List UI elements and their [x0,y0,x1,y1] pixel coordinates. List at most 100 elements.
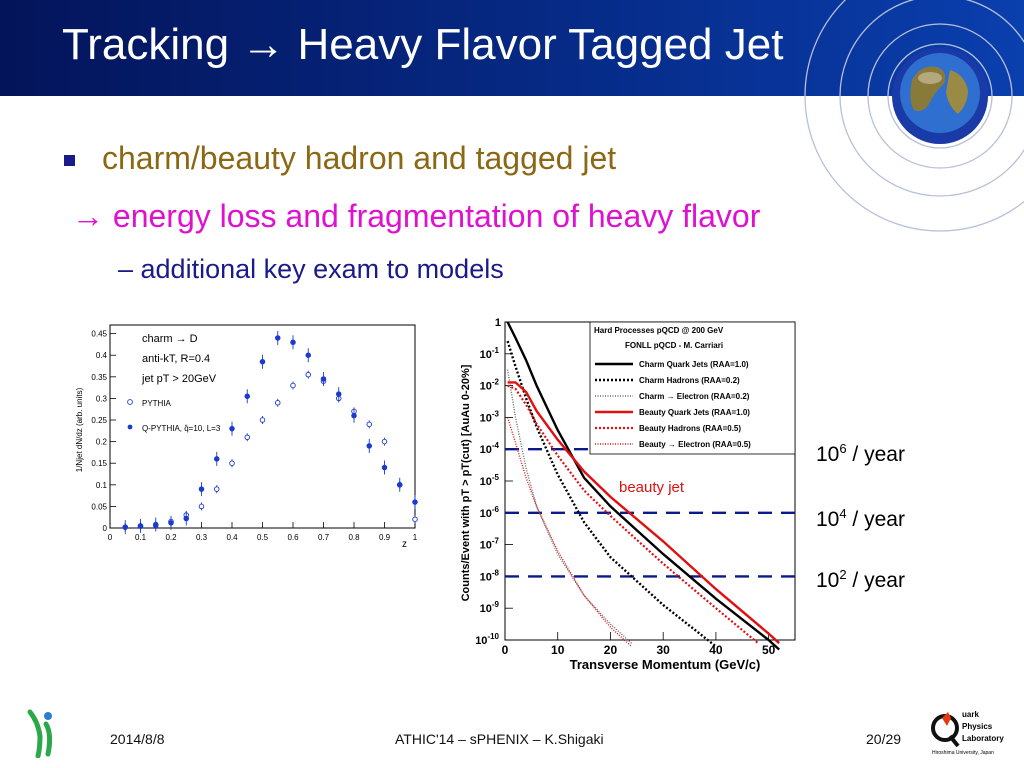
left-point-qpythia [137,523,144,529]
footer-date: 2014/8/8 [110,731,165,747]
left-ytick-label: 0.4 [96,351,108,360]
left-ytick-label: 0.05 [91,502,107,511]
right-xtick-label: 0 [502,643,509,657]
rate-label-1: 106 / year [816,441,905,466]
left-legend-3: jet pT > 20GeV [141,373,217,385]
left-point-qpythia [244,393,250,400]
left-point-qpythia [274,335,281,341]
right-ylabel: Counts/Event with pT > pT(cut) [AuAu 0-2… [460,364,472,601]
lab-line-1: uark [962,710,979,719]
left-ytick-label: 0.25 [91,416,107,425]
left-point-pythia [381,438,388,445]
right-plot: 1 10-1 10-2 10-3 10-4 10-5 10-6 10-7 10-8 10-9 10-… [460,318,796,672]
right-legend-entry: Beauty → Electron (RAA=0.5) [639,440,751,449]
bullet-1: charm/beauty hadron and tagged jet [102,140,617,176]
left-xtick-label: 0.1 [135,533,147,542]
right-series-line [506,369,632,644]
right-xtick-label: 30 [657,643,671,657]
title-bar: Tracking → Heavy Flavor Tagged Jet [0,0,1024,96]
right-xlabel: Transverse Momentum (GeV/c) [570,657,761,672]
slide-title: Tracking → Heavy Flavor Tagged Jet [62,20,784,69]
right-ytick-label: 10-6 [480,505,500,520]
left-ylabel: 1/Njet dN/dz (arb. units) [75,387,84,472]
left-point-pythia [259,417,266,423]
globe-decoration [804,0,1024,232]
right-legend-box [589,321,796,455]
right-ytick-label: 10-3 [480,409,500,424]
lab-line-2: Physics [962,722,993,731]
right-series-line [507,384,759,645]
left-point-pythia [229,460,235,466]
left-xtick-label: 1 [413,533,418,542]
right-legend-entry: Beauty Quark Jets (RAA=1.0) [639,408,750,417]
left-point-qpythia [351,412,357,419]
right-xtick-label: 20 [604,643,618,657]
left-point-qpythia [412,499,418,505]
left-point-qpythia [183,515,189,522]
right-series-line [507,381,781,645]
right-series-line [506,321,781,651]
left-point-pythia [213,486,220,492]
bullet-2: → energy loss and fragmentation of heavy… [72,198,761,234]
right-legend-entry: Charm Hadrons (RAA=0.2) [639,376,740,385]
left-point-pythia [198,503,205,510]
left-ytick-label: 0.15 [91,459,107,468]
left-xtick-label: 0.2 [165,533,177,542]
left-point-pythia [366,421,373,428]
left-xtick-label: 0.8 [348,533,360,542]
right-xtick-label: 40 [709,643,723,657]
right-series-line [506,340,717,648]
left-xtick-label: 0.3 [196,533,208,542]
lab-line-4: Hiroshima University, Japan [932,750,994,756]
right-legend-entry: Charm Quark Jets (RAA=1.0) [639,360,749,369]
left-point-qpythia [229,425,235,432]
left-ytick-label: 0 [103,524,108,533]
left-point-qpythia [152,521,159,528]
left-point-qpythia [397,482,403,488]
left-ytick-label: 0.1 [96,481,108,490]
left-point-qpythia [122,524,129,530]
rate-label-2: 104 / year [816,506,905,531]
footer-title: ATHIC'14 – sPHENIX – K.Shigaki [395,731,604,747]
left-point-qpythia [198,486,205,492]
rate-label-3: 102 / year [816,567,905,592]
bullet-square-icon [64,155,75,166]
university-logo-icon [27,709,53,758]
left-point-pythia [305,371,311,378]
left-point-qpythia [381,464,388,471]
left-ytick-label: 0.2 [96,438,108,447]
left-legend-qpythia: Q-PYTHIA, q̂=10, L=3 [142,424,221,433]
left-point-qpythia [259,358,266,365]
left-xtick-label: 0.9 [379,533,391,542]
left-xtick-label: 0.5 [257,533,269,542]
right-ytick-label: 10-2 [480,378,500,393]
left-point-qpythia [290,339,296,346]
left-xtick-label: 0.4 [226,533,238,542]
left-point-qpythia [168,520,174,526]
left-ytick-label: 0.3 [96,394,108,403]
right-ytick-label: 10-4 [480,441,500,456]
right-ytick-label: 10-10 [475,632,499,647]
right-legend-title: Hard Processes pQCD @ 200 GeV [594,326,724,335]
left-point-pythia [412,516,418,523]
right-xtick-label: 10 [551,643,565,657]
right-legend-subtitle: FONLL pQCD - M. Carriari [625,341,723,350]
left-legend-qpythia-marker [127,424,133,430]
right-ytick-label: 10-7 [480,537,500,552]
left-point-qpythia [213,456,220,462]
right-ytick-label: 1 [495,318,501,329]
right-series-line [506,417,632,647]
left-legend-pythia: PYTHIA [142,399,172,408]
right-legend-entry: Charm → Electron (RAA=0.2) [639,392,750,401]
right-ytick-label: 10-1 [480,346,500,361]
left-plot: 0 0.05 0.1 0.15 0.2 0.25 0.3 0.35 0.4 0.45 0 0.1 0.… [75,324,418,550]
left-point-pythia [290,382,296,389]
left-xtick-label: 0.6 [287,533,299,542]
left-ytick-label: 0.45 [91,330,107,339]
left-point-qpythia [366,443,373,449]
bullet-3: – additional key exam to models [118,254,504,284]
right-ytick-label: 10-5 [480,473,500,488]
lab-line-3: Laboratory [962,734,1004,743]
left-point-qpythia [336,391,342,397]
right-legend-entry: Beauty Hadrons (RAA=0.5) [639,424,741,433]
